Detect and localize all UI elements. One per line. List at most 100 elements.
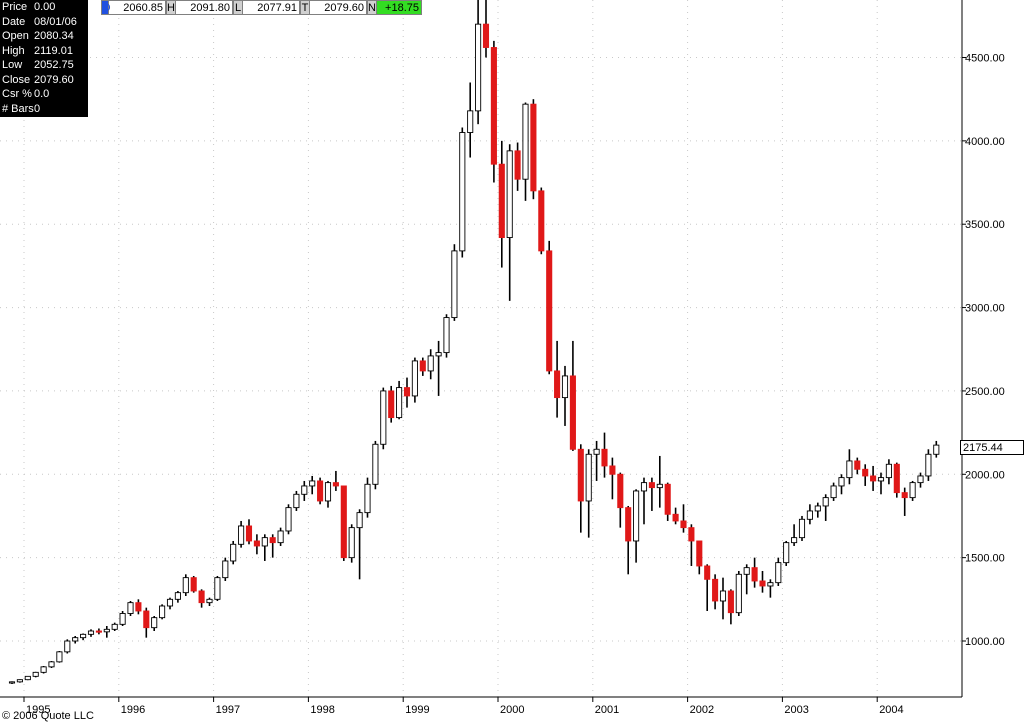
candle xyxy=(806,504,813,525)
candle xyxy=(135,599,142,615)
candle-body xyxy=(783,542,790,564)
candle xyxy=(143,607,150,638)
candle-body xyxy=(356,512,363,529)
candle xyxy=(332,470,339,491)
candle xyxy=(854,457,861,475)
candle-body xyxy=(712,578,719,602)
candle-body xyxy=(838,477,845,487)
candle xyxy=(672,507,679,525)
candle xyxy=(546,240,553,375)
candle-body xyxy=(862,468,869,477)
candle xyxy=(435,340,442,396)
candle xyxy=(577,444,584,533)
info-label: Csr % xyxy=(2,88,32,100)
candle xyxy=(419,357,426,376)
candle-body xyxy=(230,543,237,562)
candle xyxy=(933,440,940,458)
candle-body xyxy=(32,671,39,677)
candle xyxy=(893,462,900,498)
candle-body xyxy=(554,370,561,399)
candle xyxy=(735,570,742,616)
candle-body xyxy=(380,390,387,445)
candle-body xyxy=(490,47,497,165)
candle xyxy=(561,365,569,426)
candle-body xyxy=(8,681,16,684)
candle-body xyxy=(103,628,110,633)
candle-body xyxy=(775,562,782,584)
candle-body xyxy=(80,633,87,639)
close-key: T xyxy=(301,1,310,14)
close-readout: T 2079.60 xyxy=(300,0,367,15)
candle xyxy=(301,480,308,501)
candle xyxy=(569,340,576,451)
candle-body xyxy=(222,560,229,579)
candle xyxy=(16,679,23,683)
candle xyxy=(640,477,648,525)
candle xyxy=(917,472,924,488)
candle-body xyxy=(877,477,885,482)
candle xyxy=(609,457,616,500)
info-value: 2079.60 xyxy=(34,73,74,86)
candle xyxy=(72,635,79,644)
candle-body xyxy=(561,375,569,399)
candle-body xyxy=(933,444,940,455)
y-tick-label: 4500.00 xyxy=(965,53,1005,65)
candle xyxy=(348,524,355,563)
candle xyxy=(324,480,332,508)
candle xyxy=(490,40,497,183)
candle-body xyxy=(506,150,513,239)
net-key: N xyxy=(368,1,377,14)
candle-body xyxy=(459,132,466,252)
info-value: 0.0 xyxy=(34,88,50,100)
info-label: # Bars xyxy=(2,102,34,115)
candle xyxy=(190,575,197,593)
candle xyxy=(340,485,347,561)
candle xyxy=(24,675,31,681)
candle-body xyxy=(119,613,126,625)
info-label: Price xyxy=(2,1,28,13)
x-tick-label: 1995 xyxy=(26,704,50,716)
candle-body xyxy=(601,448,608,467)
candle xyxy=(601,432,608,478)
candle-body xyxy=(917,475,924,484)
candle-body xyxy=(609,465,616,475)
candle xyxy=(174,590,181,603)
candle xyxy=(119,610,126,626)
candle-body xyxy=(111,623,118,630)
candle-body xyxy=(854,460,861,470)
candle-body xyxy=(214,577,221,600)
candle-body xyxy=(435,352,442,357)
candle-body xyxy=(143,610,150,629)
candle-body xyxy=(672,513,679,522)
info-row: Date 08/01/06 xyxy=(0,15,88,30)
candle-body xyxy=(538,190,545,252)
net-change-readout: N +18.75 xyxy=(367,0,422,15)
candle-body xyxy=(166,598,174,607)
candle xyxy=(411,357,418,403)
x-tick-label: 1998 xyxy=(310,704,334,716)
y-tick-label: 1000.00 xyxy=(965,636,1005,648)
candle-body xyxy=(48,661,55,668)
candle-body xyxy=(348,527,355,559)
y-tick-label: 2500.00 xyxy=(965,386,1005,398)
candle xyxy=(633,489,640,563)
high-readout: H 2091.80 xyxy=(166,0,233,15)
candle xyxy=(617,472,624,528)
candle xyxy=(514,142,521,191)
candle-body xyxy=(24,675,31,681)
info-label: Date xyxy=(2,15,26,28)
candle-body xyxy=(40,666,47,673)
candle-body xyxy=(870,475,877,482)
candle-body xyxy=(798,518,806,539)
high-key: H xyxy=(167,1,176,14)
candle xyxy=(664,482,671,521)
candle-body xyxy=(482,23,490,48)
candle-body xyxy=(514,150,521,180)
open-key: O xyxy=(102,1,111,14)
candle-body xyxy=(206,598,213,604)
candle-body xyxy=(806,510,813,520)
candle xyxy=(751,557,758,588)
candle xyxy=(87,629,95,637)
candle-body xyxy=(332,482,339,487)
